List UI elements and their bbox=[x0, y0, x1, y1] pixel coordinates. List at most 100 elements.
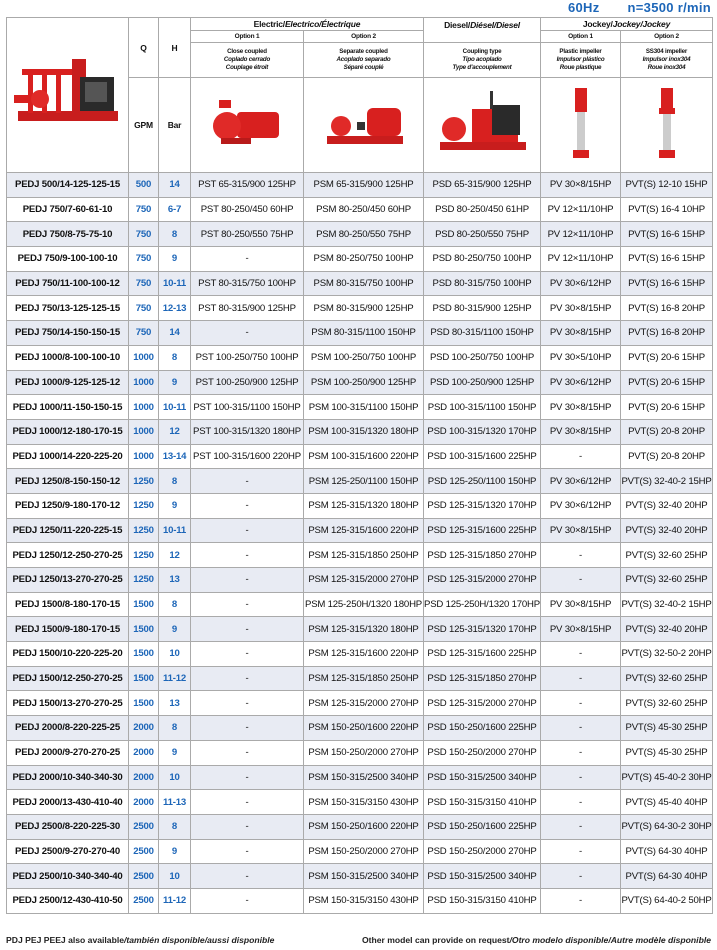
model-cell: PEDJ 2000/13-430-410-40 bbox=[6, 789, 129, 815]
electric-opt1-cell: - bbox=[190, 246, 304, 272]
table-row: PEDJ 750/7-60-61-10 750 6-7 PST 80-250/450 … bbox=[6, 196, 713, 223]
diesel-cell: PSD 125-315/1850 270HP bbox=[423, 665, 541, 692]
jockey-opt2-cell: PVT(S) 32-60 25HP bbox=[620, 567, 713, 593]
q-cell: 1250 bbox=[128, 542, 159, 568]
electric-opt2-cell: PSM 125-315/1320 180HP bbox=[303, 492, 424, 519]
jockey-opt1-cell: PV 30×8/15HP bbox=[540, 591, 621, 618]
table-row: PEDJ 750/9-100-100-10 750 9- PSM 80-250/750… bbox=[6, 246, 713, 272]
h-cell: 8 bbox=[158, 221, 191, 248]
desc-fr: Type d'accouplement bbox=[452, 64, 512, 71]
diesel-cell: PSD 80-315/750 100HP bbox=[423, 270, 541, 297]
model-cell: PEDJ 1250/13-270-270-25 bbox=[6, 567, 129, 593]
footer-left-translations: /también disponible/aussi disponible bbox=[124, 935, 275, 945]
h-cell: 14 bbox=[158, 172, 191, 198]
electric-opt2-cell: PSM 150-250/1600 220HP bbox=[303, 715, 424, 741]
jockey-opt1-cell: PV 30×8/15HP bbox=[540, 394, 621, 420]
model-cell: PEDJ 1500/10-220-225-20 bbox=[6, 641, 129, 667]
jockey-opt1-cell: - bbox=[540, 715, 621, 741]
jockey-opt2-cell: PVT(S) 32-40 20HP bbox=[620, 616, 713, 643]
h-cell: 10 bbox=[158, 863, 191, 889]
model-cell: PEDJ 1250/11-220-225-15 bbox=[6, 517, 129, 544]
jockey-opt2-cell: PVT(S) 16-8 20HP bbox=[620, 295, 713, 322]
electric-option-1: Option 1 bbox=[190, 30, 304, 43]
close-coupled-pump-image bbox=[190, 77, 304, 173]
model-cell: PEDJ 1500/12-250-270-25 bbox=[6, 665, 129, 692]
q-cell: 1500 bbox=[128, 641, 159, 667]
frequency: 60Hz bbox=[567, 0, 600, 15]
jockey-opt2-cell: PVT(S) 12-10 15HP bbox=[620, 172, 713, 198]
jockey-opt2-cell: PVT(S) 32-40 20HP bbox=[620, 517, 713, 544]
jockey-opt2-cell: PVT(S) 64-30 40HP bbox=[620, 838, 713, 865]
diesel-cell: PSD 125-315/1850 270HP bbox=[423, 542, 541, 568]
model-cell: PEDJ 750/9-100-100-10 bbox=[6, 246, 129, 272]
table-row: PEDJ 1250/13-270-270-25 1250 13- PSM 125-31… bbox=[6, 567, 713, 593]
model-cell: PEDJ 750/7-60-61-10 bbox=[6, 196, 129, 223]
electric-opt2-cell: PSM 125-250/1100 150HP bbox=[303, 468, 424, 494]
jockey-opt1-cell: PV 30×6/12HP bbox=[540, 270, 621, 297]
jockey-opt2-cell: PVT(S) 20-8 20HP bbox=[620, 418, 713, 445]
electric-opt1-cell: - bbox=[190, 616, 304, 643]
q-cell: 1500 bbox=[128, 591, 159, 618]
q-cell: 1500 bbox=[128, 616, 159, 643]
diesel-cell: PSD 80-315/900 125HP bbox=[423, 295, 541, 322]
electric-opt2-cell: PSM 125-315/1600 220HP bbox=[303, 641, 424, 667]
jockey-opt1-cell: PV 12×11/10HP bbox=[540, 221, 621, 248]
q-cell: 1000 bbox=[128, 344, 159, 371]
electric-opt1-cell: - bbox=[190, 591, 304, 618]
electric-opt1-cell: - bbox=[190, 567, 304, 593]
model-cell: PEDJ 1000/11-150-150-15 bbox=[6, 394, 129, 420]
model-cell: PEDJ 1000/14-220-225-20 bbox=[6, 443, 129, 470]
h-cell: 9 bbox=[158, 739, 191, 766]
diesel-cell: PSD 150-250/1600 225HP bbox=[423, 715, 541, 741]
desc-en: Close coupled bbox=[227, 48, 267, 55]
h-cell: 10-11 bbox=[158, 270, 191, 297]
jockey-opt1-cell: PV 12×11/10HP bbox=[540, 246, 621, 272]
table-row: PEDJ 2500/8-220-225-30 2500 8- PSM 150-250/… bbox=[6, 813, 713, 840]
electric-opt2-cell: PSM 125-315/1850 250HP bbox=[303, 542, 424, 568]
footer-request-note: Other model can provide on request/Otro … bbox=[362, 935, 711, 945]
desc-es: Coplado cerrado bbox=[223, 56, 271, 63]
model-cell: PEDJ 500/14-125-125-15 bbox=[6, 172, 129, 198]
electric-label-translations: Electrico/Électrique bbox=[284, 19, 361, 29]
electric-opt1-cell: PST 80-315/750 100HP bbox=[190, 270, 304, 297]
table-row: PEDJ 2000/13-430-410-40 2000 11-13- PSM 150… bbox=[6, 789, 713, 815]
table-row: PEDJ 1000/12-180-170-15 1000 12 PST 100-315… bbox=[6, 418, 713, 445]
table-body: PEDJ 500/14-125-125-15 500 14 PST 65-315/90… bbox=[6, 172, 713, 914]
h-cell: 8 bbox=[158, 813, 191, 840]
electric-opt2-cell: PSM 150-315/3150 430HP bbox=[303, 887, 424, 914]
q-cell: 2000 bbox=[128, 715, 159, 741]
electric-opt1-cell: - bbox=[190, 492, 304, 519]
speed-info: 60Hz n=3500 r/min bbox=[540, 0, 711, 15]
jockey-opt2-cell: PVT(S) 45-40 40HP bbox=[620, 789, 713, 815]
diesel-cell: PSD 150-250/2000 270HP bbox=[423, 739, 541, 766]
q-cell: 750 bbox=[128, 196, 159, 223]
q-cell: 1000 bbox=[128, 394, 159, 420]
q-cell: 1250 bbox=[128, 468, 159, 494]
q-unit: GPM bbox=[128, 77, 159, 173]
jockey-opt1-cell: PV 30×8/15HP bbox=[540, 418, 621, 445]
q-cell: 750 bbox=[128, 221, 159, 248]
h-cell: 11-12 bbox=[158, 665, 191, 692]
h-cell: 11-12 bbox=[158, 887, 191, 914]
jockey-opt2-cell: PVT(S) 45-30 25HP bbox=[620, 715, 713, 741]
h-cell: 11-13 bbox=[158, 789, 191, 815]
model-cell: PEDJ 1000/8-100-100-10 bbox=[6, 344, 129, 371]
package-image bbox=[6, 17, 129, 173]
electric-opt2-cell: PSM 80-315/900 125HP bbox=[303, 295, 424, 322]
model-cell: PEDJ 2000/8-220-225-25 bbox=[6, 715, 129, 741]
electric-opt2-cell: PSM 100-315/1100 150HP bbox=[303, 394, 424, 420]
model-cell: PEDJ 1250/12-250-270-25 bbox=[6, 542, 129, 568]
h-cell: 12 bbox=[158, 542, 191, 568]
desc-fr: Roue plastique bbox=[559, 64, 602, 71]
electric-opt2-cell: PSM 150-250/2000 270HP bbox=[303, 838, 424, 865]
h-cell: 13-14 bbox=[158, 443, 191, 470]
jockey-opt2-cell: PVT(S) 32-60 25HP bbox=[620, 542, 713, 568]
electric-opt1-cell: PST 80-250/450 60HP bbox=[190, 196, 304, 223]
electric-opt2-cell: PSM 150-315/2500 340HP bbox=[303, 863, 424, 889]
h-cell: 8 bbox=[158, 344, 191, 371]
q-cell: 2500 bbox=[128, 887, 159, 914]
jockey-opt2-cell: PVT(S) 20-8 20HP bbox=[620, 443, 713, 470]
footer-right-translations: /Otro modelo disponible/Autre modèle dis… bbox=[509, 935, 712, 945]
q-cell: 1250 bbox=[128, 492, 159, 519]
q-cell: 750 bbox=[128, 246, 159, 272]
